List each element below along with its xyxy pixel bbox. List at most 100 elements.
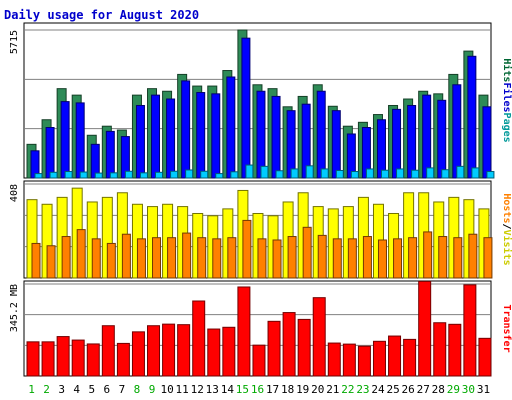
bar-files bbox=[407, 104, 417, 179]
bar-pages bbox=[486, 171, 495, 179]
bar-transfer bbox=[162, 323, 176, 377]
bar-files bbox=[316, 90, 326, 179]
bar-files bbox=[286, 110, 296, 179]
bar-transfer bbox=[237, 286, 251, 377]
bar-transfer bbox=[418, 280, 432, 377]
bar-transfer bbox=[282, 312, 296, 377]
bar-pages bbox=[94, 172, 103, 179]
bar-hosts bbox=[167, 237, 177, 279]
bar-transfer bbox=[56, 336, 70, 377]
bar-pages bbox=[456, 165, 465, 179]
day-label: 3 bbox=[58, 383, 65, 396]
bar-pages bbox=[49, 171, 58, 179]
bar-transfer bbox=[388, 335, 402, 377]
bar-files bbox=[135, 104, 145, 179]
bar-hosts bbox=[136, 238, 146, 279]
bar-hosts bbox=[242, 219, 252, 279]
bar-pages bbox=[365, 168, 374, 179]
bar-hosts bbox=[61, 236, 71, 279]
day-label: 12 bbox=[191, 383, 204, 396]
bar-files bbox=[331, 110, 341, 179]
day-label: 6 bbox=[104, 383, 111, 396]
bar-transfer bbox=[403, 338, 417, 377]
bar-transfer bbox=[372, 340, 386, 377]
bar-files bbox=[45, 127, 55, 179]
bar-pages bbox=[34, 173, 43, 179]
bar-hosts bbox=[317, 234, 327, 279]
axis-max-label: 5715 bbox=[9, 30, 20, 54]
axis-max-label: 345.2 MB bbox=[9, 284, 20, 332]
day-label: 28 bbox=[432, 383, 445, 396]
day-label: 14 bbox=[221, 383, 235, 396]
day-label: 4 bbox=[73, 383, 80, 396]
bar-files bbox=[226, 76, 236, 179]
bar-files bbox=[271, 95, 281, 179]
bar-hosts bbox=[347, 238, 357, 279]
bar-files bbox=[452, 84, 462, 179]
bar-hosts bbox=[302, 226, 312, 279]
legend-pages: Pages bbox=[501, 113, 512, 143]
bar-transfer bbox=[297, 318, 311, 377]
bar-pages bbox=[411, 169, 420, 179]
bar-files bbox=[241, 37, 251, 179]
bar-pages bbox=[64, 171, 73, 179]
bar-hosts bbox=[423, 231, 433, 279]
legend-: / bbox=[501, 223, 512, 229]
day-label: 10 bbox=[160, 383, 173, 396]
bar-pages bbox=[471, 167, 480, 179]
bar-pages bbox=[185, 169, 194, 179]
bar-files bbox=[467, 55, 477, 179]
bar-hosts bbox=[287, 236, 297, 279]
bar-hosts bbox=[197, 237, 207, 279]
bar-transfer bbox=[207, 328, 221, 377]
legend-transfer: Transfer bbox=[501, 304, 512, 352]
bar-hosts bbox=[438, 236, 448, 279]
bar-files bbox=[60, 101, 70, 179]
bar-pages bbox=[215, 173, 224, 179]
bar-hosts bbox=[212, 238, 222, 279]
bar-pages bbox=[200, 170, 209, 179]
bar-files bbox=[422, 94, 432, 179]
bar-transfer bbox=[448, 323, 462, 377]
legend-hosts: Hosts bbox=[501, 193, 512, 223]
bar-pages bbox=[79, 171, 88, 179]
axis-max-label: 408 bbox=[9, 184, 20, 202]
bar-hosts bbox=[408, 237, 418, 279]
bar-hosts bbox=[362, 236, 372, 279]
bar-files bbox=[482, 106, 492, 179]
bar-pages bbox=[441, 169, 450, 179]
day-label: 21 bbox=[326, 383, 339, 396]
bar-pages bbox=[426, 167, 435, 179]
bar-pages bbox=[350, 171, 359, 179]
bar-transfer bbox=[116, 342, 130, 377]
bar-transfer bbox=[312, 297, 326, 377]
bar-hosts bbox=[393, 238, 403, 279]
bar-pages bbox=[290, 168, 299, 179]
bar-hosts bbox=[227, 237, 237, 279]
bar-pages bbox=[260, 165, 269, 179]
day-label: 22 bbox=[341, 383, 354, 396]
day-label: 11 bbox=[176, 383, 189, 396]
bar-transfer bbox=[342, 343, 356, 377]
day-label: 27 bbox=[417, 383, 430, 396]
bar-files bbox=[196, 92, 206, 179]
day-label: 7 bbox=[119, 383, 126, 396]
bar-files bbox=[437, 99, 447, 179]
bar-transfer bbox=[147, 325, 161, 377]
bar-files bbox=[105, 130, 115, 179]
day-label: 15 bbox=[236, 383, 249, 396]
bar-hosts bbox=[332, 238, 342, 279]
bar-files bbox=[181, 80, 191, 179]
bar-pages bbox=[396, 168, 405, 179]
bar-transfer bbox=[222, 326, 236, 377]
day-label: 2 bbox=[43, 383, 50, 396]
bar-files bbox=[211, 93, 221, 179]
day-label: 25 bbox=[386, 383, 399, 396]
bar-hosts bbox=[46, 245, 56, 279]
bar-files bbox=[151, 94, 161, 179]
bar-transfer bbox=[86, 343, 100, 377]
bar-hosts bbox=[152, 237, 162, 279]
day-label: 9 bbox=[149, 383, 156, 396]
bar-hosts bbox=[377, 239, 387, 279]
